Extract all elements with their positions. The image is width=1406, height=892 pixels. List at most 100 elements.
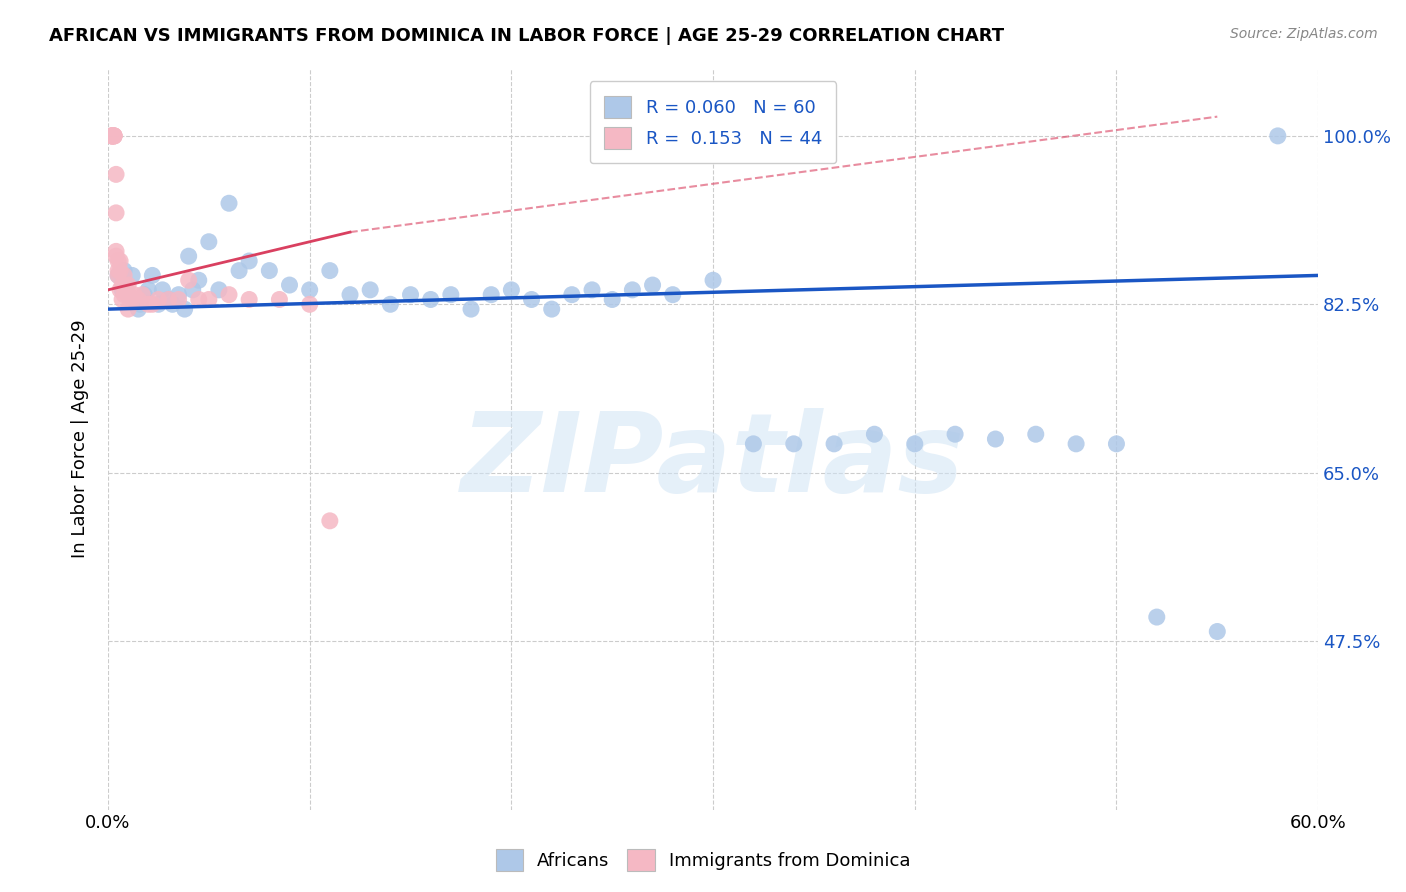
Point <box>269 293 291 307</box>
Point <box>131 287 153 301</box>
Point <box>121 293 143 307</box>
Point <box>105 244 128 259</box>
Point <box>1064 437 1087 451</box>
Point <box>943 427 966 442</box>
Y-axis label: In Labor Force | Age 25-29: In Labor Force | Age 25-29 <box>72 319 89 558</box>
Point <box>823 437 845 451</box>
Point <box>380 297 402 311</box>
Point <box>101 128 124 143</box>
Point <box>181 283 204 297</box>
Point <box>136 283 159 297</box>
Point <box>238 293 260 307</box>
Point <box>103 128 125 143</box>
Point <box>111 278 134 293</box>
Point <box>208 283 231 297</box>
Point <box>103 128 125 143</box>
Point <box>167 287 190 301</box>
Point <box>115 283 138 297</box>
Point <box>108 283 131 297</box>
Point <box>742 437 765 451</box>
Point <box>419 293 441 307</box>
Point <box>148 293 170 307</box>
Point <box>141 297 163 311</box>
Point <box>105 167 128 181</box>
Point <box>440 287 463 301</box>
Point <box>904 437 927 451</box>
Point <box>136 297 159 311</box>
Point <box>127 293 149 307</box>
Point <box>107 254 129 268</box>
Point <box>1206 624 1229 639</box>
Point <box>117 287 139 301</box>
Point <box>1025 427 1047 442</box>
Text: ZIPatlas: ZIPatlas <box>461 408 965 515</box>
Point <box>399 287 422 301</box>
Point <box>984 432 1007 446</box>
Point <box>298 283 321 297</box>
Point <box>129 297 152 311</box>
Point <box>108 254 131 268</box>
Point <box>661 287 683 301</box>
Point <box>1267 128 1289 143</box>
Point <box>540 302 562 317</box>
Point <box>218 196 240 211</box>
Point <box>112 268 135 283</box>
Point <box>259 263 281 277</box>
Point <box>112 263 135 277</box>
Point <box>479 287 502 301</box>
Point <box>117 302 139 317</box>
Point <box>581 283 603 297</box>
Point <box>187 273 209 287</box>
Point <box>187 293 209 307</box>
Point <box>122 287 145 301</box>
Point <box>101 128 124 143</box>
Point <box>198 293 221 307</box>
Text: AFRICAN VS IMMIGRANTS FROM DOMINICA IN LABOR FORCE | AGE 25-29 CORRELATION CHART: AFRICAN VS IMMIGRANTS FROM DOMINICA IN L… <box>49 27 1004 45</box>
Point <box>460 302 482 317</box>
Point <box>121 268 143 283</box>
Point <box>177 249 200 263</box>
Point <box>339 287 361 301</box>
Point <box>177 273 200 287</box>
Point <box>141 268 163 283</box>
Point <box>111 293 134 307</box>
Point <box>1105 437 1128 451</box>
Point <box>107 268 129 283</box>
Point <box>117 278 139 293</box>
Point <box>148 297 170 311</box>
Point <box>162 297 184 311</box>
Legend: R = 0.060   N = 60, R =  0.153   N = 44: R = 0.060 N = 60, R = 0.153 N = 44 <box>589 81 837 163</box>
Point <box>600 293 623 307</box>
Point <box>157 293 180 307</box>
Point <box>173 302 195 317</box>
Point <box>641 278 664 293</box>
Point <box>103 128 125 143</box>
Point <box>1146 610 1168 624</box>
Legend: Africans, Immigrants from Dominica: Africans, Immigrants from Dominica <box>488 842 918 879</box>
Point <box>111 283 134 297</box>
Point <box>101 128 124 143</box>
Point <box>520 293 543 307</box>
Point <box>783 437 806 451</box>
Text: Source: ZipAtlas.com: Source: ZipAtlas.com <box>1230 27 1378 41</box>
Point <box>127 302 149 317</box>
Point <box>101 128 124 143</box>
Point <box>319 263 342 277</box>
Point <box>101 128 124 143</box>
Point <box>134 287 156 301</box>
Point <box>117 287 139 301</box>
Point <box>105 249 128 263</box>
Point <box>238 254 260 268</box>
Point <box>167 293 190 307</box>
Point <box>501 283 523 297</box>
Point <box>107 263 129 277</box>
Point <box>621 283 644 297</box>
Point <box>218 287 240 301</box>
Point <box>105 206 128 220</box>
Point <box>298 297 321 311</box>
Point <box>278 278 301 293</box>
Point <box>702 273 724 287</box>
Point <box>319 514 342 528</box>
Point <box>359 283 381 297</box>
Point <box>561 287 583 301</box>
